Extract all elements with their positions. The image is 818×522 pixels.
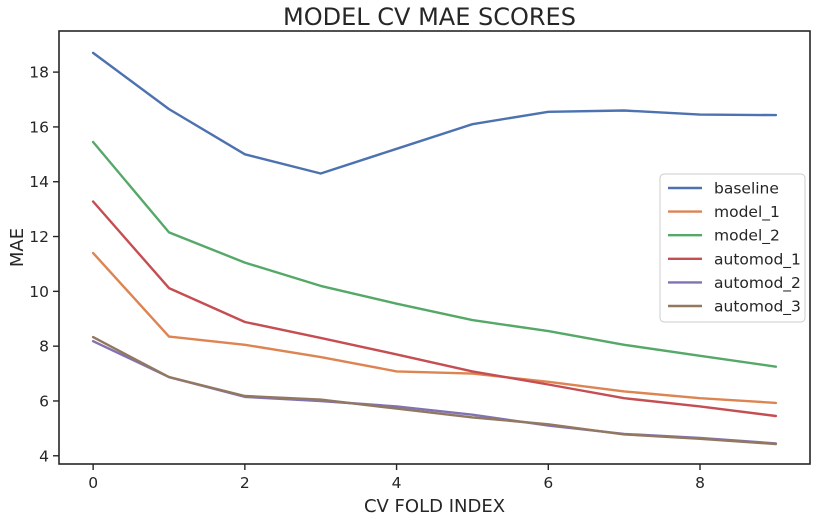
- series-line-baseline: [91, 51, 778, 175]
- x-tick-label: 8: [695, 474, 705, 492]
- x-axis: 0 2 4 6 8: [88, 464, 705, 492]
- y-tick-label: 6: [39, 392, 49, 410]
- legend-label-automod-3: automod_3: [714, 298, 801, 317]
- series-lines: [91, 51, 778, 446]
- legend-label-automod-2: automod_2: [714, 274, 801, 293]
- legend-label-automod-1: automod_1: [714, 250, 801, 269]
- x-tick-label: 6: [543, 474, 553, 492]
- y-tick-label: 12: [29, 228, 49, 246]
- legend-label-baseline: baseline: [714, 180, 779, 198]
- legend: baseline model_1 model_2 automod_1 automod_2…: [659, 173, 806, 323]
- y-tick-label: 4: [39, 447, 49, 465]
- y-tick-label: 8: [39, 338, 49, 356]
- x-tick-label: 4: [392, 474, 402, 492]
- series-line-model-1: [91, 251, 778, 405]
- legend-label-model-2: model_2: [714, 227, 780, 246]
- series-line-automod-3: [91, 335, 778, 446]
- y-tick-label: 18: [29, 64, 49, 82]
- chart-title: MODEL CV MAE SCORES: [283, 3, 576, 31]
- legend-label-model-1: model_1: [714, 203, 780, 222]
- y-tick-label: 16: [29, 118, 49, 136]
- y-axis: 4 6 8 10 12 14 16 18: [29, 64, 59, 465]
- y-axis-label: MAE: [7, 228, 28, 267]
- y-tick-label: 14: [29, 173, 49, 191]
- series-line-model-2: [91, 140, 778, 368]
- y-tick-label: 10: [29, 283, 49, 301]
- x-axis-label: CV FOLD INDEX: [364, 496, 505, 517]
- x-tick-label: 0: [88, 474, 98, 492]
- x-tick-label: 2: [240, 474, 250, 492]
- series-line-automod-1: [91, 200, 778, 418]
